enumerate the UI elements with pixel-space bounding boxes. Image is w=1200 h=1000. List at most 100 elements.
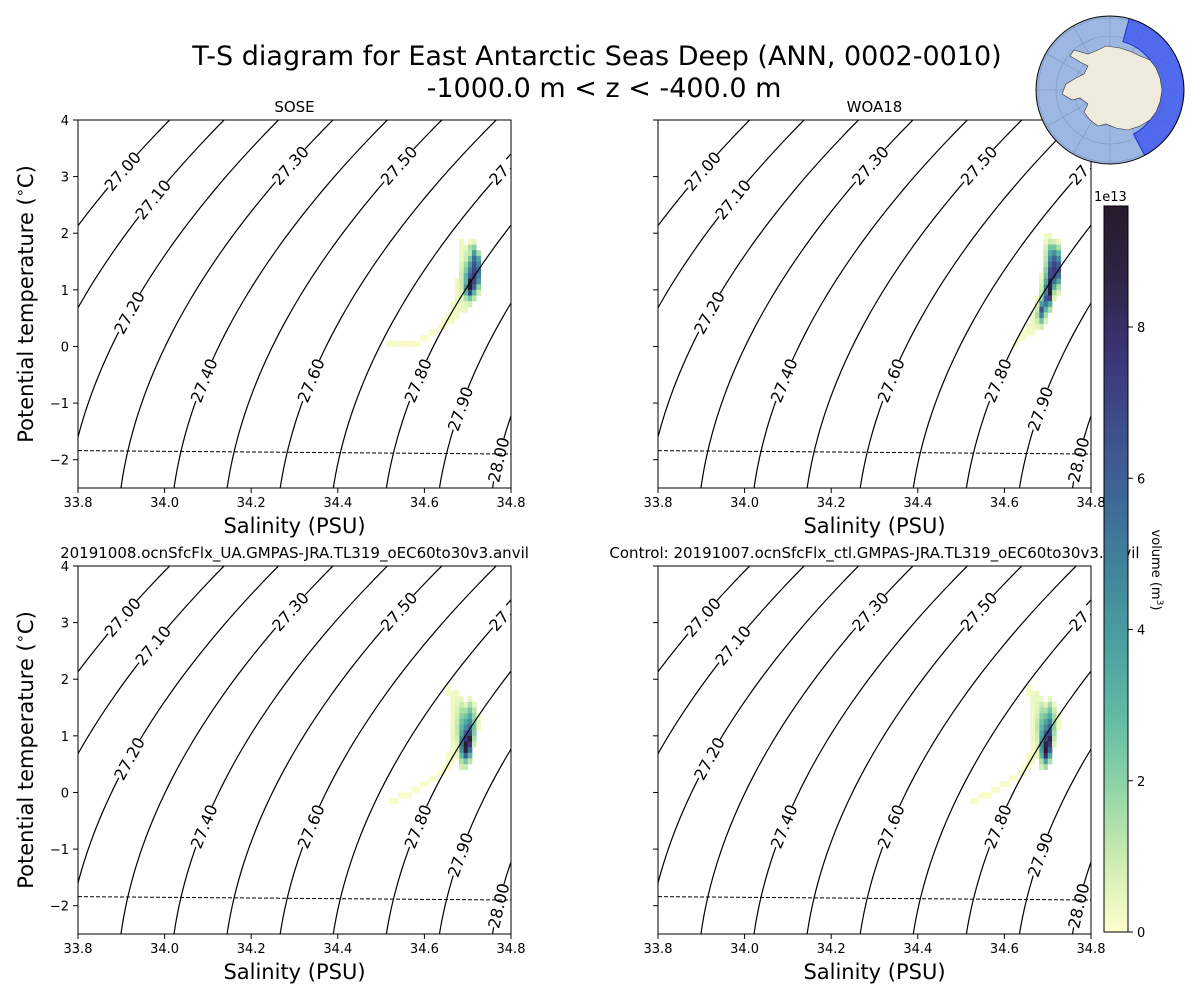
heatmap-cell xyxy=(1039,758,1044,765)
contour-label: 27.90 xyxy=(1024,384,1057,434)
heatmap-cell xyxy=(1047,713,1053,720)
density-contour-27-00 xyxy=(658,566,751,673)
heatmap-cell xyxy=(1052,730,1057,737)
heatmap-cell xyxy=(1056,278,1061,285)
contour-label-bg xyxy=(681,594,724,640)
heatmap-cell xyxy=(463,289,468,296)
heatmap-cell xyxy=(446,690,451,697)
freezing-line xyxy=(78,896,511,901)
contour-label: 28.00 xyxy=(484,435,513,484)
x-tick-label: 34.4 xyxy=(323,942,352,957)
density-contour-27-10 xyxy=(658,566,805,755)
antarctica-land xyxy=(1061,45,1163,131)
density-contour-27-00 xyxy=(658,120,751,227)
heatmap-cell xyxy=(1039,735,1044,742)
heatmap-cell xyxy=(1056,289,1061,296)
contour-label-bg xyxy=(377,142,421,188)
contour-label-bg xyxy=(957,142,1001,188)
heatmap-cell xyxy=(1026,690,1031,697)
heatmap-cell xyxy=(472,267,477,274)
heatmap-cell xyxy=(1047,301,1053,308)
y-tick-label: 3 xyxy=(61,171,69,186)
density-contour-27-10 xyxy=(78,120,225,309)
heatmap-cell xyxy=(1039,747,1044,754)
heatmap-cell xyxy=(398,792,404,799)
panel-title: SOSE xyxy=(274,98,314,116)
density-contour-27-50 xyxy=(806,566,1023,934)
plot-area: 27.0027.1027.2027.3027.4027.5027.6027.70… xyxy=(658,120,1091,488)
heatmap-cell xyxy=(389,340,395,347)
plot-area: 27.0027.1027.2027.3027.4027.5027.6027.70… xyxy=(658,566,1091,934)
contour-label-bg xyxy=(131,622,174,669)
y-tick-label: 2 xyxy=(61,227,69,242)
contour-label: 27.10 xyxy=(711,176,755,224)
heatmap-cell xyxy=(415,786,421,793)
panel-title: Control: 20191007.ocnSfcFlx_ctl.GMPAS-JR… xyxy=(609,544,1139,563)
heatmap-cell xyxy=(459,724,464,731)
density-contour-27-50 xyxy=(806,120,1023,488)
heatmap-cell xyxy=(467,278,473,285)
heatmap-cell xyxy=(467,752,473,759)
density-contour-28-00 xyxy=(1071,860,1091,934)
heatmap-cell xyxy=(1047,741,1053,748)
contour-label-bg xyxy=(874,802,908,851)
heatmap-cell xyxy=(1043,718,1048,725)
x-tick-label: 34.8 xyxy=(497,942,526,957)
heatmap-cell xyxy=(1034,730,1040,737)
heatmap-cell xyxy=(459,244,464,251)
heatmap-cell xyxy=(446,684,451,691)
inset-map xyxy=(1035,15,1185,165)
contour-label-bg xyxy=(848,142,892,188)
x-tick-label: 34.4 xyxy=(903,496,932,511)
heatmap-cell xyxy=(463,735,468,742)
contour-label: 27.70 xyxy=(485,588,530,635)
x-axis-label: Salinity (PSU) xyxy=(223,514,365,538)
heatmap-cell xyxy=(472,238,477,245)
heatmap-cell xyxy=(1034,724,1040,731)
panel-title: 20191008.ocnSfcFlx_UA.GMPAS-JRA.TL319_oE… xyxy=(60,544,529,563)
heatmap-cell xyxy=(459,764,464,771)
heatmap-cell xyxy=(424,335,430,342)
heatmap-cell xyxy=(1039,272,1044,279)
heatmap-cell xyxy=(424,781,430,788)
heatmap-cell xyxy=(1047,284,1053,291)
heatmap-cell xyxy=(1030,758,1036,765)
heatmap-cell xyxy=(1047,267,1053,274)
contour-label: 27.90 xyxy=(1024,830,1057,880)
heatmap-cell xyxy=(1034,696,1040,703)
heatmap-cell xyxy=(472,730,477,737)
heatmap-cell xyxy=(1052,289,1057,296)
density-contour-27-20 xyxy=(658,566,860,886)
contour-label-bg xyxy=(444,830,477,879)
heatmap-cell xyxy=(463,724,468,731)
heatmap-cell xyxy=(1056,255,1061,262)
contour-label-bg xyxy=(294,356,328,405)
heatmap-cell xyxy=(459,752,464,759)
heatmap-cell xyxy=(1047,701,1053,708)
y-tick-label: −2 xyxy=(50,454,69,469)
x-tick-label: 34.0 xyxy=(730,496,759,511)
contour-label-bg xyxy=(1065,588,1091,634)
heatmap-cell xyxy=(459,238,464,245)
axes-frame xyxy=(77,119,512,489)
heatmap-cell xyxy=(1034,713,1040,720)
heatmap-cell xyxy=(450,741,456,748)
heatmap-cell xyxy=(1047,707,1053,714)
density-contour-27-30 xyxy=(120,566,334,934)
heatmap-cell xyxy=(467,730,473,737)
heatmap-cell xyxy=(1030,312,1036,319)
heatmap-cell xyxy=(978,792,984,799)
heatmap-cell xyxy=(467,735,473,742)
density-contour-27-20 xyxy=(658,120,860,440)
heatmap-cell xyxy=(450,718,456,725)
heatmap-cell xyxy=(1047,306,1053,313)
heatmap-cell xyxy=(463,713,468,720)
contour-label: 27.60 xyxy=(294,802,329,852)
heatmap-cell xyxy=(1039,696,1044,703)
heatmap-cell xyxy=(463,747,468,754)
heatmap-cell xyxy=(1030,735,1036,742)
contour-label: 27.20 xyxy=(690,734,729,783)
heatmap-cell xyxy=(1052,261,1057,268)
y-tick-label: 0 xyxy=(61,786,69,801)
heatmap-cell xyxy=(1043,752,1048,759)
